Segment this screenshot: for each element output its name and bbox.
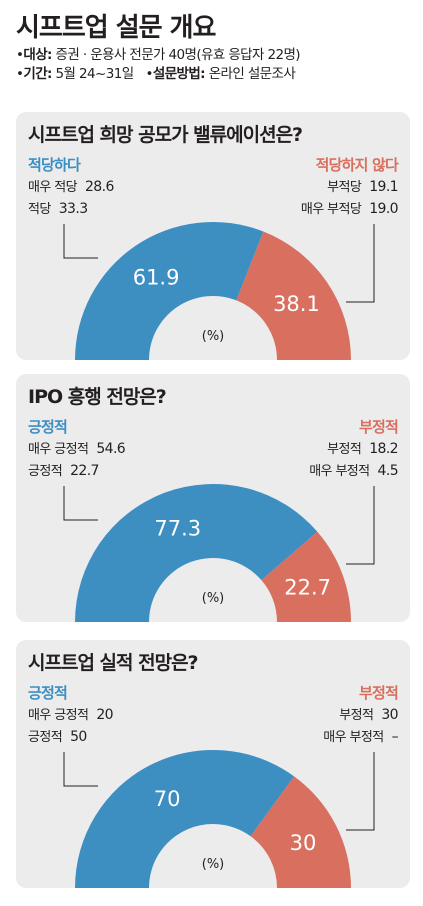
breakdown-item: 매우 부적당 19.0: [300, 198, 399, 221]
breakdown-label: 매우 긍정적: [28, 442, 89, 457]
slice-value-label: 22.7: [284, 576, 331, 600]
breakdown-value: 33.3: [58, 201, 88, 217]
slice-value-label: 70: [154, 787, 181, 811]
breakdown-item: 부정적 30: [339, 704, 398, 727]
chart-title: 시프트업 희망 공모가 밸류에이션은?: [28, 124, 303, 146]
bullet: •: [16, 66, 24, 82]
breakdown-item: 매우 긍정적 20: [28, 704, 114, 727]
breakdown-label: 긍정적: [28, 464, 63, 479]
breakdown-value: 50: [70, 729, 87, 745]
breakdown-value: 19.0: [369, 201, 398, 217]
positive-group-label: 긍정적: [28, 684, 68, 702]
breakdown-item: 매우 적당 28.6: [28, 176, 114, 199]
chart-panel-earnings: 70 30 (%) 시프트업 실적 전망은? 긍정적 부정적 매우 긍정적 20 긍정…: [16, 640, 410, 888]
slice-value-label: 38.1: [273, 292, 320, 316]
breakdown-item: 긍정적 50: [28, 726, 87, 749]
slice-value-label: 30: [290, 831, 317, 855]
donut-chart-valuation: 61.9 38.1 (%): [63, 221, 375, 360]
leader-line-positive: [63, 486, 98, 521]
breakdown-label: 부정적: [339, 708, 374, 723]
method-label: 설문방법:: [152, 66, 206, 82]
positive-group-label: 긍정적: [28, 418, 68, 436]
breakdown-label: 긍정적: [28, 730, 63, 745]
target-label: 대상:: [23, 47, 52, 63]
page-title: 시프트업 설문 개요: [16, 13, 216, 43]
unit-label: (%): [202, 591, 225, 606]
breakdown-label: 매우 부적당: [300, 202, 362, 217]
leader-line-positive: [63, 752, 98, 787]
leader-line-negative: [346, 486, 375, 565]
breakdown-value: 54.6: [96, 441, 126, 457]
breakdown-label: 매우 긍정적: [28, 708, 89, 723]
breakdown-label: 적당: [28, 202, 51, 217]
breakdown-item: 긍정적 22.7: [28, 460, 99, 483]
breakdown-label: 부적당: [327, 180, 362, 195]
breakdown-label: 매우 부정적: [309, 464, 370, 479]
target-value: 증권 · 운용사 전문가 40명(유효 응답자 22명): [55, 47, 301, 63]
breakdown-item: 부정적 18.2: [327, 438, 398, 461]
breakdown-value: 19.1: [369, 179, 398, 195]
survey-target: •대상: 증권 · 운용사 전문가 40명(유효 응답자 22명): [16, 46, 411, 65]
unit-label: (%): [202, 329, 225, 344]
breakdown-item: 부적당 19.1: [327, 176, 398, 199]
negative-group-label: 부정적: [358, 684, 399, 702]
chart-title: IPO 흥행 전망은?: [28, 386, 167, 408]
negative-slice: [250, 776, 351, 888]
positive-slice: [75, 221, 264, 360]
period-label: 기간:: [23, 66, 52, 82]
breakdown-label: 매우 부정적: [323, 730, 384, 745]
breakdown-value: 22.7: [70, 463, 99, 479]
header: 시프트업 설문 개요 •대상: 증권 · 운용사 전문가 40명(유효 응답자 …: [16, 10, 411, 84]
breakdown-value: 20: [96, 707, 113, 723]
slice-value-label: 61.9: [133, 266, 180, 290]
chart-title: 시프트업 실적 전망은?: [28, 652, 199, 674]
slice-value-label: 77.3: [154, 516, 201, 540]
breakdown-item: 매우 부정적 4.5: [309, 460, 398, 483]
breakdown-value: 18.2: [369, 441, 398, 457]
bullet: •: [145, 66, 154, 82]
positive-slice: [75, 484, 318, 622]
negative-group-label: 부정적: [358, 418, 399, 436]
breakdown-label: 매우 적당: [28, 180, 78, 195]
survey-period-method: •기간: 5월 24~31일 •설문방법: 온라인 설문조사: [16, 65, 411, 84]
positive-slice: [75, 749, 295, 888]
breakdown-item: 적당 33.3: [28, 198, 88, 221]
donut-chart-earnings: 70 30 (%): [63, 749, 375, 888]
breakdown-item: 매우 부정적 –: [323, 726, 398, 749]
leader-line-positive: [63, 224, 98, 259]
breakdown-value: 30: [381, 707, 398, 723]
breakdown-label: 부정적: [327, 442, 362, 457]
unit-label: (%): [202, 857, 225, 872]
period-value: 5월 24~31일: [55, 66, 135, 82]
breakdown-value: –: [391, 729, 399, 745]
chart-panel-valuation: 61.9 38.1 (%) 시프트업 희망 공모가 밸류에이션은? 적당하다 적당하…: [16, 112, 410, 360]
breakdown-item: 매우 긍정적 54.6: [28, 438, 126, 461]
bullet: •: [16, 47, 24, 63]
breakdown-value: 4.5: [377, 463, 399, 479]
negative-group-label: 적당하지 않다: [315, 156, 399, 174]
donut-chart-ipo: 77.3 22.7 (%): [63, 484, 375, 622]
leader-line-negative: [346, 224, 375, 303]
negative-slice: [236, 231, 351, 360]
chart-panel-ipo: 77.3 22.7 (%) IPO 흥행 전망은? 긍정적 부정적 매우 긍정적 54…: [16, 374, 410, 622]
leader-line-negative: [346, 752, 375, 831]
breakdown-value: 28.6: [84, 179, 114, 195]
method-value: 온라인 설문조사: [208, 66, 296, 82]
positive-group-label: 적당하다: [28, 156, 81, 174]
negative-slice: [261, 531, 351, 622]
